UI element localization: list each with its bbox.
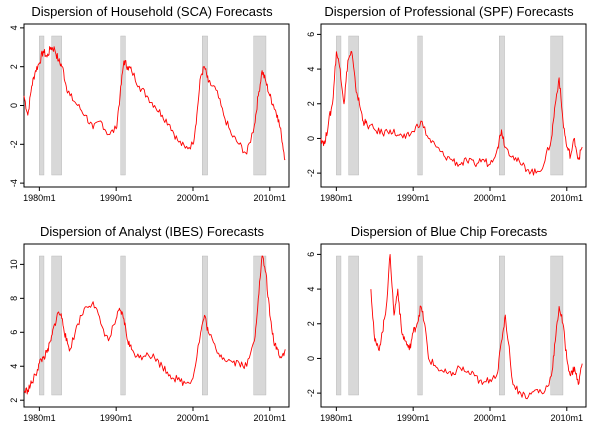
x-tick-label: 2010m1 bbox=[254, 413, 287, 423]
y-tick-label: -4 bbox=[9, 179, 19, 187]
series-line bbox=[320, 50, 583, 176]
y-tick-label: 0 bbox=[9, 103, 19, 108]
panel-title-blue-chip: Dispersion of Blue Chip Forecasts bbox=[351, 224, 548, 239]
x-tick-label: 1980m1 bbox=[23, 413, 56, 423]
y-tick-label: 4 bbox=[9, 364, 19, 369]
x-tick-label: 1980m1 bbox=[320, 413, 353, 423]
recession-band bbox=[336, 35, 342, 176]
y-tick-label: 0 bbox=[306, 356, 316, 361]
recession-band bbox=[336, 255, 342, 396]
x-tick-label: 1990m1 bbox=[100, 413, 133, 423]
recession-band bbox=[51, 255, 62, 396]
y-tick-label: 2 bbox=[306, 101, 316, 106]
recession-band bbox=[120, 35, 126, 176]
panel-household-sca: Dispersion of Household (SCA) Forecasts … bbox=[9, 4, 290, 203]
recession-band bbox=[499, 35, 505, 176]
panel-professional-spf: Dispersion of Professional (SPF) Forecas… bbox=[306, 4, 587, 203]
y-tick-label: -2 bbox=[306, 169, 316, 177]
y-tick-label: 6 bbox=[306, 252, 316, 257]
x-tick-label: 1990m1 bbox=[397, 193, 430, 203]
y-tick-label: 4 bbox=[306, 67, 316, 72]
plot-frame bbox=[320, 243, 587, 408]
y-tick-label: 0 bbox=[306, 136, 316, 141]
series-line bbox=[23, 46, 286, 161]
panel-blue-chip: Dispersion of Blue Chip Forecasts -2 0 2 4 6… bbox=[306, 224, 587, 423]
panel-title-household: Dispersion of Household (SCA) Forecasts bbox=[31, 4, 273, 19]
y-tick-label: -2 bbox=[9, 140, 19, 148]
x-tick-label: 2000m1 bbox=[177, 193, 210, 203]
y-tick-label: 6 bbox=[306, 32, 316, 37]
y-tick-label: 2 bbox=[306, 321, 316, 326]
x-tick-label: 2000m1 bbox=[474, 193, 507, 203]
y-tick-label: -2 bbox=[306, 389, 316, 397]
recession-band bbox=[202, 35, 208, 176]
recession-band bbox=[253, 35, 267, 176]
y-tick-label: 6 bbox=[9, 330, 19, 335]
recession-band bbox=[51, 35, 62, 176]
y-tick-label: 4 bbox=[9, 25, 19, 30]
plot-frame bbox=[23, 23, 290, 188]
recession-band bbox=[417, 255, 423, 396]
y-tick-label: 8 bbox=[9, 296, 19, 301]
recession-band bbox=[348, 35, 359, 176]
y-tick-label: 10 bbox=[9, 259, 19, 269]
recession-band bbox=[550, 35, 564, 176]
recession-band bbox=[348, 255, 359, 396]
panel-title-professional: Dispersion of Professional (SPF) Forecas… bbox=[324, 4, 574, 19]
recession-band bbox=[417, 35, 423, 176]
x-tick-label: 2010m1 bbox=[551, 193, 584, 203]
series-line bbox=[370, 253, 583, 400]
plot-frame bbox=[320, 23, 587, 188]
x-tick-label: 2000m1 bbox=[474, 413, 507, 423]
x-tick-label: 2010m1 bbox=[254, 193, 287, 203]
plot-frame bbox=[23, 243, 290, 408]
panel-analyst-ibes: Dispersion of Analyst (IBES) Forecasts 2… bbox=[9, 224, 290, 423]
y-tick-label: 2 bbox=[9, 398, 19, 403]
x-tick-label: 2000m1 bbox=[177, 413, 210, 423]
x-tick-label: 1980m1 bbox=[320, 193, 353, 203]
y-tick-label: 2 bbox=[9, 64, 19, 69]
x-tick-label: 1990m1 bbox=[100, 193, 133, 203]
recession-band bbox=[120, 255, 126, 396]
series-line bbox=[23, 255, 286, 395]
x-tick-label: 1980m1 bbox=[23, 193, 56, 203]
recession-band bbox=[253, 255, 267, 396]
x-tick-label: 2010m1 bbox=[551, 413, 584, 423]
panel-title-analyst: Dispersion of Analyst (IBES) Forecasts bbox=[40, 224, 264, 239]
recession-band bbox=[39, 35, 45, 176]
x-tick-label: 1990m1 bbox=[397, 413, 430, 423]
y-tick-label: 4 bbox=[306, 287, 316, 292]
recession-band bbox=[39, 255, 45, 396]
